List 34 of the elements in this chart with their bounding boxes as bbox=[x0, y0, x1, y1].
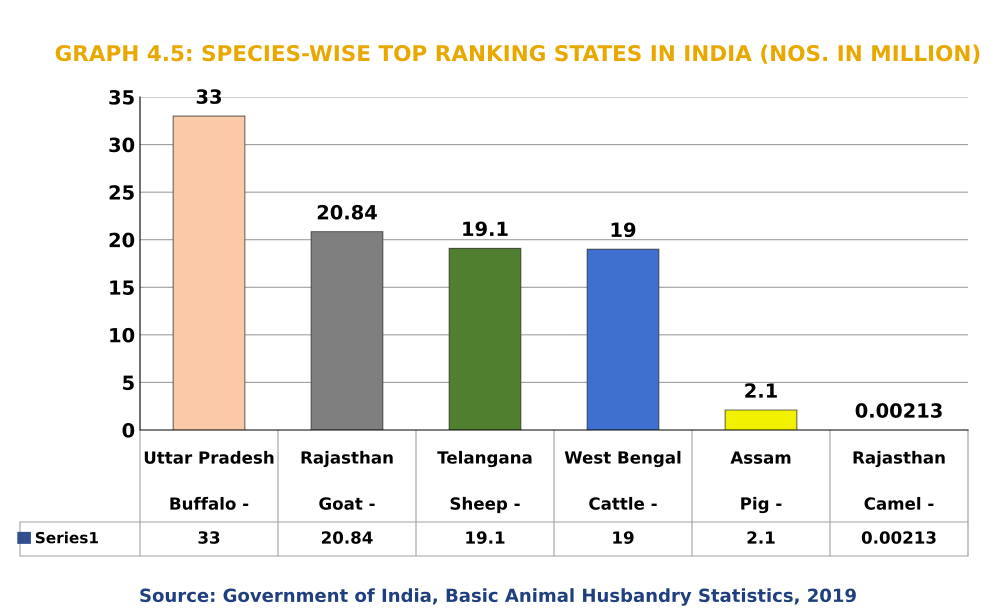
bar bbox=[448, 248, 522, 430]
bar bbox=[586, 248, 660, 430]
source-note: Source: Government of India, Basic Animal Husbandry Statistics, 2019 bbox=[140, 588, 856, 606]
y-tick-label: 30 bbox=[109, 138, 134, 152]
y-tick-label: 10 bbox=[110, 328, 134, 343]
data-label: 0.00213 bbox=[856, 403, 942, 418]
category-label: Rajasthan Camel - bbox=[854, 450, 945, 510]
data-label: 19 bbox=[612, 222, 636, 238]
text: 33 bbox=[198, 531, 220, 544]
bar bbox=[310, 231, 384, 430]
y-tick-label: 15 bbox=[110, 280, 134, 295]
text: 19.1 bbox=[466, 531, 504, 544]
data-label: 33 bbox=[196, 89, 221, 104]
data-label: 20.84 bbox=[318, 204, 377, 220]
bar bbox=[172, 116, 246, 430]
category-label: Rajasthan Goat - bbox=[302, 450, 393, 510]
category-label: West Bengal Cattle - bbox=[564, 450, 680, 510]
text: Series1 bbox=[36, 532, 98, 544]
text: 19 bbox=[613, 531, 634, 544]
category-label: Uttar Pradesh Buffalo - bbox=[144, 450, 274, 510]
category-label: Assam Pig - bbox=[730, 451, 790, 514]
bar bbox=[724, 410, 798, 430]
y-tick-label: 25 bbox=[110, 185, 134, 200]
text: 0.00213 bbox=[862, 531, 936, 544]
y-tick-label: 5 bbox=[123, 376, 134, 390]
text: 20.84 bbox=[322, 531, 373, 544]
y-tick-label: 35 bbox=[109, 90, 134, 105]
chart-title: GRAPH 4.5: SPECIES-WISE TOP RANKING STATES IN INDIA (NOS. IN MILLION) bbox=[56, 44, 980, 64]
data-label: 19.1 bbox=[463, 221, 508, 236]
data-label: 2.1 bbox=[745, 383, 777, 398]
text: 2.1 bbox=[748, 531, 775, 544]
y-tick-label: 0 bbox=[122, 422, 134, 438]
y-tick-label: 20 bbox=[110, 232, 134, 248]
category-label: Telangana Sheep - bbox=[437, 450, 532, 514]
